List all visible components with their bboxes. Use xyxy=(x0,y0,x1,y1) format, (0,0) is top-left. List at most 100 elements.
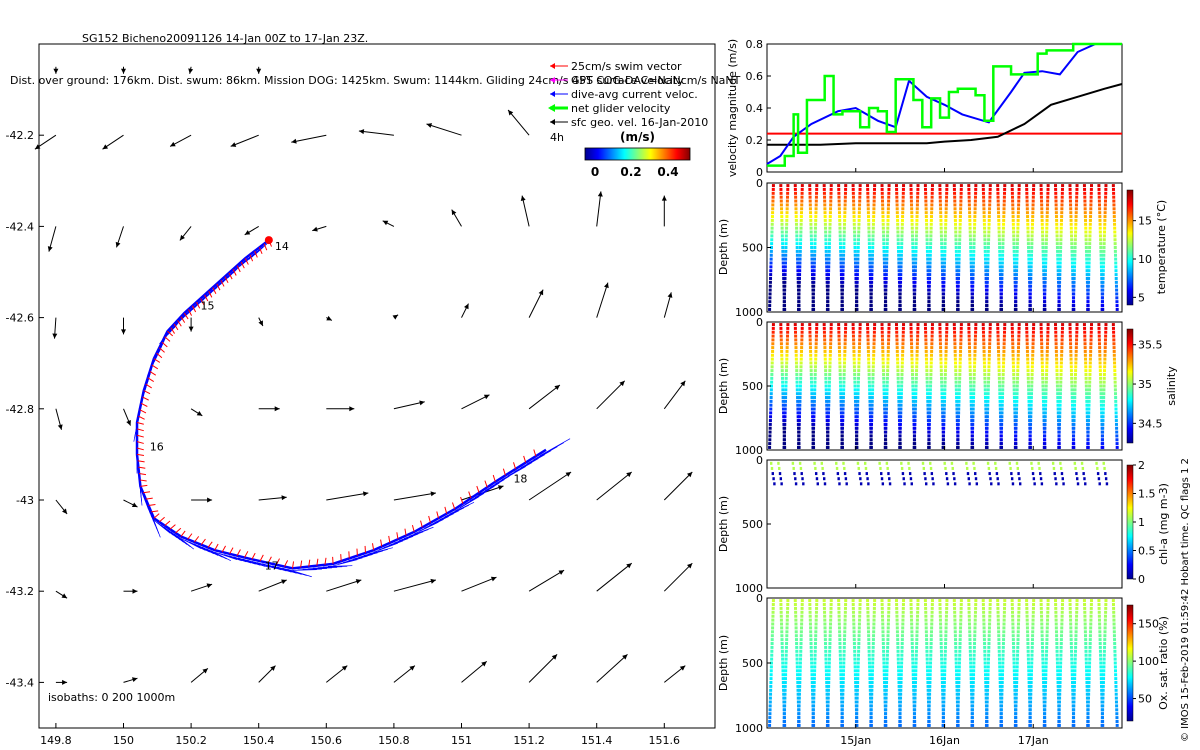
profile-sample xyxy=(828,369,832,373)
profile-sample xyxy=(1042,307,1046,311)
profile-sample xyxy=(925,482,928,486)
profile-sample xyxy=(799,626,803,630)
geo-vector-arrow xyxy=(55,408,63,430)
profile-sample xyxy=(987,353,991,357)
profile-sample xyxy=(924,211,928,215)
profile-sample xyxy=(982,199,986,203)
profile-sample xyxy=(916,338,920,342)
profile-sample xyxy=(1089,187,1093,191)
profile-sample xyxy=(853,649,857,653)
profile-sample xyxy=(798,665,802,669)
dac-vector xyxy=(322,565,348,568)
profile-sample xyxy=(943,242,947,246)
colorbar-tick-label: 0.5 xyxy=(1138,545,1156,558)
profile-sample xyxy=(895,338,899,342)
profile-sample xyxy=(793,599,797,603)
dac-vector xyxy=(501,462,533,481)
profile-sample xyxy=(982,618,986,622)
profile-sample xyxy=(885,246,889,249)
profile-sample xyxy=(985,300,989,304)
profile-sample xyxy=(785,222,789,226)
swim-vector xyxy=(316,558,319,566)
profile-sample xyxy=(1083,191,1087,195)
profile-sample xyxy=(826,426,830,430)
profile-sample xyxy=(952,326,956,330)
swim-vector xyxy=(200,538,206,545)
profile-sample xyxy=(769,411,773,415)
profile-sample xyxy=(1017,334,1021,338)
profile-sample xyxy=(1069,342,1073,346)
profile-sample xyxy=(867,661,871,665)
profile-sample xyxy=(1053,472,1056,476)
profile-sample xyxy=(1025,195,1029,199)
profile-sample xyxy=(1016,649,1020,653)
profile-sample xyxy=(927,280,931,284)
profile-sample xyxy=(909,603,913,606)
profile-sample xyxy=(1000,407,1004,411)
profile-sample xyxy=(828,218,832,222)
profile-sample xyxy=(844,187,848,191)
profile-sample xyxy=(1026,357,1030,361)
profile-sample xyxy=(967,346,971,350)
profile-sample xyxy=(1101,430,1105,434)
profile-sample xyxy=(1060,211,1064,215)
profile-sample xyxy=(852,630,856,634)
profile-sample xyxy=(1104,334,1108,338)
profile-sample xyxy=(1000,284,1004,288)
profile-sample xyxy=(929,661,933,665)
profile-sample xyxy=(930,323,934,327)
profile-sample xyxy=(783,688,787,692)
profile-sample xyxy=(1017,191,1021,195)
profile-sample xyxy=(897,388,901,392)
profile-sample xyxy=(1011,365,1015,369)
profile-sample xyxy=(1102,376,1106,380)
profile-sample xyxy=(1017,338,1021,342)
swim-vector xyxy=(139,409,147,414)
dac-vector xyxy=(388,536,414,546)
profile-sample xyxy=(986,392,990,396)
profile-sample xyxy=(926,673,930,677)
profile-sample xyxy=(854,407,858,411)
profile-sample xyxy=(1084,380,1088,384)
profile-sample xyxy=(769,669,773,673)
profile-sample xyxy=(997,226,1001,230)
profile-sample xyxy=(1068,326,1072,330)
profile-sample xyxy=(939,622,943,626)
profile-sample xyxy=(987,234,991,238)
profile-sample xyxy=(930,191,934,195)
profile-sample xyxy=(799,376,803,380)
profile-sample xyxy=(955,411,959,415)
profile-sample xyxy=(928,265,932,269)
profile-sample xyxy=(1114,399,1118,403)
profile-sample xyxy=(1031,334,1035,338)
profile-sample xyxy=(1075,326,1079,330)
geo-vector-arrow xyxy=(326,579,362,592)
geo-vector-arrow xyxy=(34,134,57,150)
profile-sample xyxy=(956,716,960,720)
profile-sample xyxy=(882,392,886,396)
profile-sample xyxy=(1103,222,1107,226)
profile-sample xyxy=(1089,334,1093,338)
profile-sample xyxy=(771,599,775,603)
profile-sample xyxy=(996,614,1000,618)
profile-sample xyxy=(1026,638,1030,642)
profile-sample xyxy=(943,388,947,392)
profile-sample xyxy=(924,626,928,630)
profile-sample xyxy=(839,396,843,400)
profile-sample xyxy=(927,712,931,716)
profile-sample xyxy=(902,323,906,327)
profile-sample xyxy=(1069,218,1073,222)
profile-sample xyxy=(857,222,861,226)
profile-sample xyxy=(1082,184,1086,188)
profile-sample xyxy=(997,215,1001,219)
profile-sample xyxy=(959,191,963,195)
profile-sample xyxy=(973,334,977,338)
profile-sample xyxy=(824,376,828,380)
geo-vector-arrow xyxy=(382,220,395,227)
profile-sample xyxy=(869,434,873,438)
profile-sample xyxy=(838,365,842,369)
profile-sample xyxy=(1028,442,1032,446)
profile-sample xyxy=(856,249,860,253)
profile-sample xyxy=(1071,307,1075,311)
